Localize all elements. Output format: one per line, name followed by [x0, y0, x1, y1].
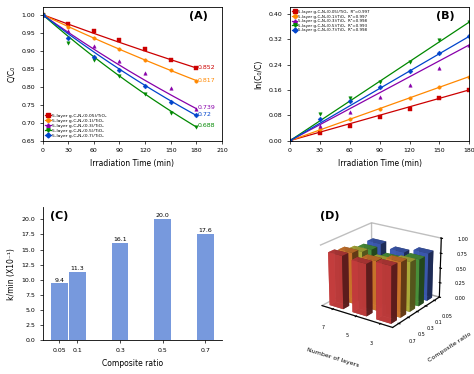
Y-axis label: ln(C₀/C): ln(C₀/C) [254, 59, 263, 89]
Text: (B): (B) [436, 12, 455, 21]
Bar [197, 234, 214, 340]
Text: 11.3: 11.3 [71, 266, 84, 271]
Text: 20.0: 20.0 [156, 214, 170, 218]
Bar [51, 283, 68, 340]
Legend: 5-layer g-C₃N₄(0.05)/TiO₂  R²=0.997, 5-layer g-C₃N₄(0.1)/TiO₂  R²=0.997, 5-layer: 5-layer g-C₃N₄(0.05)/TiO₂ R²=0.997, 5-la… [292, 9, 370, 33]
Text: 0.72: 0.72 [198, 112, 212, 117]
X-axis label: Number of layers: Number of layers [306, 347, 359, 368]
Y-axis label: C/C₀: C/C₀ [7, 66, 16, 82]
Text: (A): (A) [189, 12, 208, 21]
X-axis label: Irradiation Time (min): Irradiation Time (min) [337, 159, 422, 168]
Bar [112, 243, 128, 340]
Text: 0.688: 0.688 [198, 123, 216, 128]
X-axis label: Composite ratio: Composite ratio [102, 359, 163, 368]
Bar [155, 219, 171, 340]
Text: 9.4: 9.4 [54, 278, 64, 282]
Text: 16.1: 16.1 [113, 237, 127, 242]
Text: 0.852: 0.852 [198, 65, 216, 70]
Y-axis label: k/min (X10⁻¹): k/min (X10⁻¹) [7, 248, 16, 300]
Text: 0.739: 0.739 [198, 105, 216, 110]
Text: (C): (C) [50, 211, 68, 221]
Legend: 5-layer g-C₃N₄(0.05)/TiO₂, 5-layer g-C₃N₄(0.1)/TiO₂, 5-layer g-C₃N₄(0.3)/TiO₂, 5: 5-layer g-C₃N₄(0.05)/TiO₂, 5-layer g-C₃N… [45, 113, 107, 138]
X-axis label: Irradiation Time (min): Irradiation Time (min) [90, 159, 174, 168]
Text: (D): (D) [320, 211, 339, 221]
Text: 0.817: 0.817 [198, 78, 216, 83]
Y-axis label: Composite ratio: Composite ratio [427, 332, 472, 363]
Text: 17.6: 17.6 [199, 228, 212, 233]
Bar [69, 272, 86, 340]
